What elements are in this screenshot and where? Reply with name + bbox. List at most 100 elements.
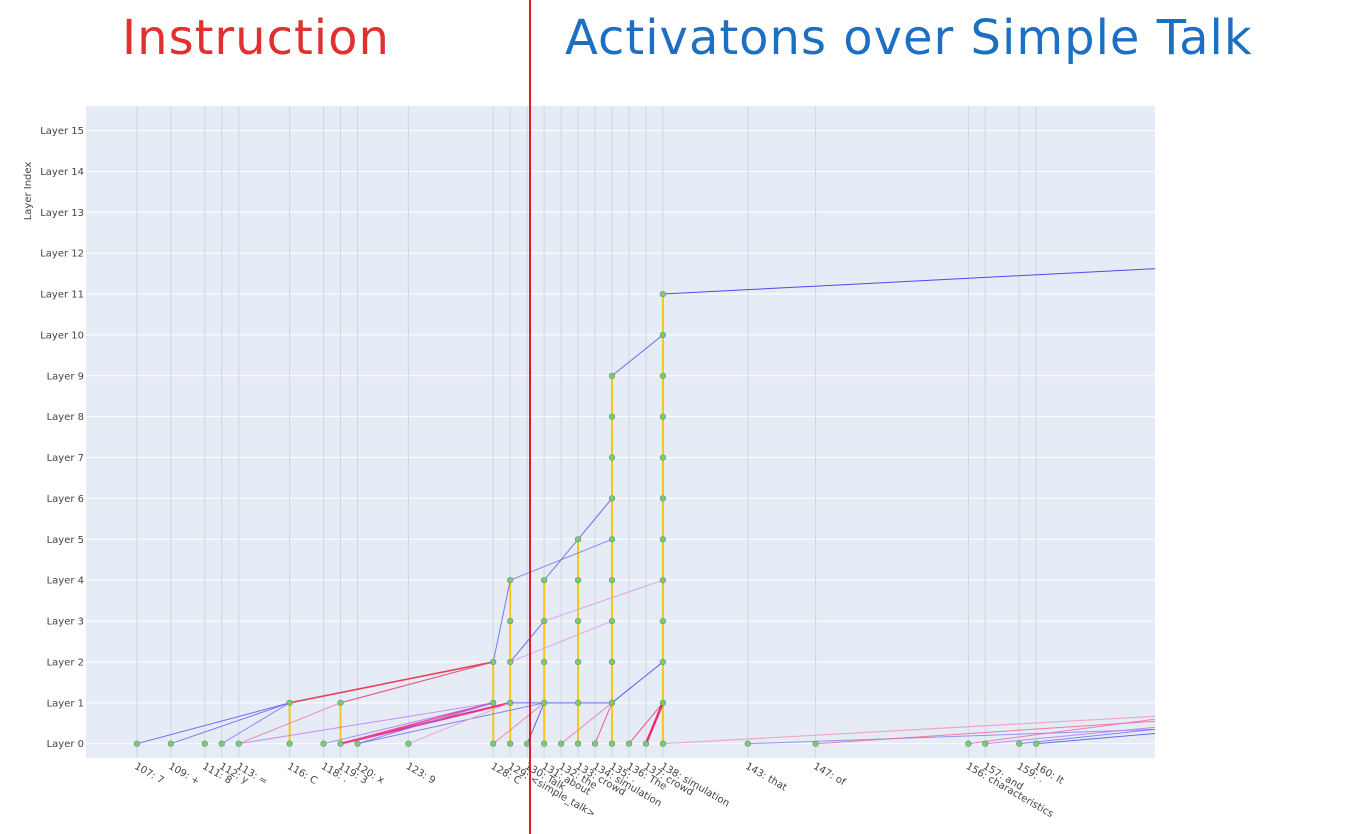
activation-node (490, 740, 497, 747)
activation-node (659, 577, 667, 584)
activation-edge (238, 702, 494, 745)
activation-node (659, 699, 667, 706)
activation-node (608, 658, 616, 666)
y-tick-label: Layer 1 (47, 698, 84, 709)
activation-edge (644, 702, 665, 745)
activation-edge (543, 538, 579, 581)
activation-node (659, 495, 667, 502)
activation-edge (560, 702, 613, 745)
activation-node (574, 536, 582, 543)
activation-edges (136, 268, 1156, 745)
y-tick-label: Layer 4 (47, 576, 84, 587)
activation-edge (492, 580, 511, 663)
activation-node (659, 372, 667, 379)
activation-node (608, 577, 616, 584)
y-tick-label: Layer 9 (47, 371, 84, 382)
activation-node (507, 577, 514, 584)
activation-node (320, 740, 327, 747)
activation-node (507, 658, 514, 666)
activation-node (659, 454, 667, 461)
activation-node (608, 740, 616, 747)
x-tick-label: 109: + (166, 761, 201, 788)
activation-node (642, 740, 650, 747)
activation-node (591, 740, 599, 747)
activation-edge (492, 702, 545, 745)
activation-nodes (133, 290, 1040, 747)
activation-edge (985, 726, 1156, 745)
activation-node (574, 617, 582, 625)
x-tick-label: 143: that (743, 761, 788, 794)
activation-node (608, 454, 616, 461)
y-tick-label: Layer 13 (40, 208, 84, 219)
x-tick-label: 116: C (285, 761, 319, 787)
activation-node (659, 536, 667, 543)
activation-node (744, 740, 751, 747)
activation-node (659, 290, 667, 298)
y-tick-label: Layer 0 (47, 739, 84, 750)
activation-node (490, 658, 497, 666)
activation-node (541, 658, 548, 666)
activation-edge (628, 702, 664, 745)
y-axis-ticks: Layer 0 Layer 1 Layer 2 Layer 3 Layer 4 Layer… (40, 126, 84, 750)
plot-area (86, 106, 1155, 758)
activation-edge (815, 720, 1156, 745)
activation-node (541, 617, 548, 625)
activation-node (608, 617, 616, 625)
activation-node (201, 740, 208, 747)
activation-node (608, 536, 616, 543)
activation-node (659, 331, 667, 339)
activation-edge (170, 702, 290, 745)
activation-node (574, 577, 582, 584)
activation-node (558, 740, 565, 747)
y-tick-label: Layer 8 (47, 412, 84, 423)
activation-edge (968, 718, 1156, 745)
activation-edge (662, 268, 1156, 295)
activation-node (541, 577, 548, 584)
y-tick-label: Layer 6 (47, 494, 84, 505)
activations-header: Activatons over Simple Talk (565, 10, 1253, 66)
x-tick-label: 147: of (811, 761, 847, 788)
activation-node (659, 617, 667, 625)
activation-node (1016, 740, 1023, 747)
activation-edge (1036, 732, 1156, 745)
activation-node (608, 495, 616, 502)
activation-edge (289, 661, 494, 704)
activation-node (354, 740, 361, 747)
activation-node (965, 740, 972, 747)
y-tick-label: Layer 3 (47, 617, 84, 628)
y-axis-title: Layer Index (23, 162, 34, 221)
y-tick-label: Layer 7 (47, 453, 84, 464)
y-tick-label: Layer 15 (40, 126, 84, 137)
activation-node (507, 617, 514, 625)
activation-edge (611, 334, 664, 377)
activation-node (167, 740, 174, 747)
activation-node (574, 699, 582, 706)
activation-node (286, 699, 293, 706)
activation-edge (408, 702, 511, 745)
activation-edge (136, 702, 290, 745)
activation-edge (594, 702, 613, 744)
activation-node (608, 413, 616, 420)
activation-edge (238, 702, 341, 745)
y-tick-label: Layer 14 (40, 167, 84, 178)
activation-node (659, 658, 667, 666)
activation-node (608, 372, 616, 379)
activation-node (574, 740, 582, 747)
activation-edge (1019, 728, 1156, 745)
x-tick-label: 107: 7 (132, 761, 165, 787)
activation-edge (357, 702, 494, 745)
activation-edge (662, 715, 1156, 745)
activation-node (625, 740, 633, 747)
activation-edge (510, 620, 613, 663)
activation-edge (221, 702, 290, 745)
activation-edge (577, 498, 613, 540)
y-tick-label: Layer 11 (40, 290, 84, 301)
activation-node (337, 740, 344, 747)
y-tick-label: Layer 5 (47, 535, 84, 546)
activation-node (405, 740, 412, 747)
instruction-header: Instruction (122, 10, 390, 66)
activation-node (337, 699, 344, 706)
activation-edge (543, 579, 664, 622)
